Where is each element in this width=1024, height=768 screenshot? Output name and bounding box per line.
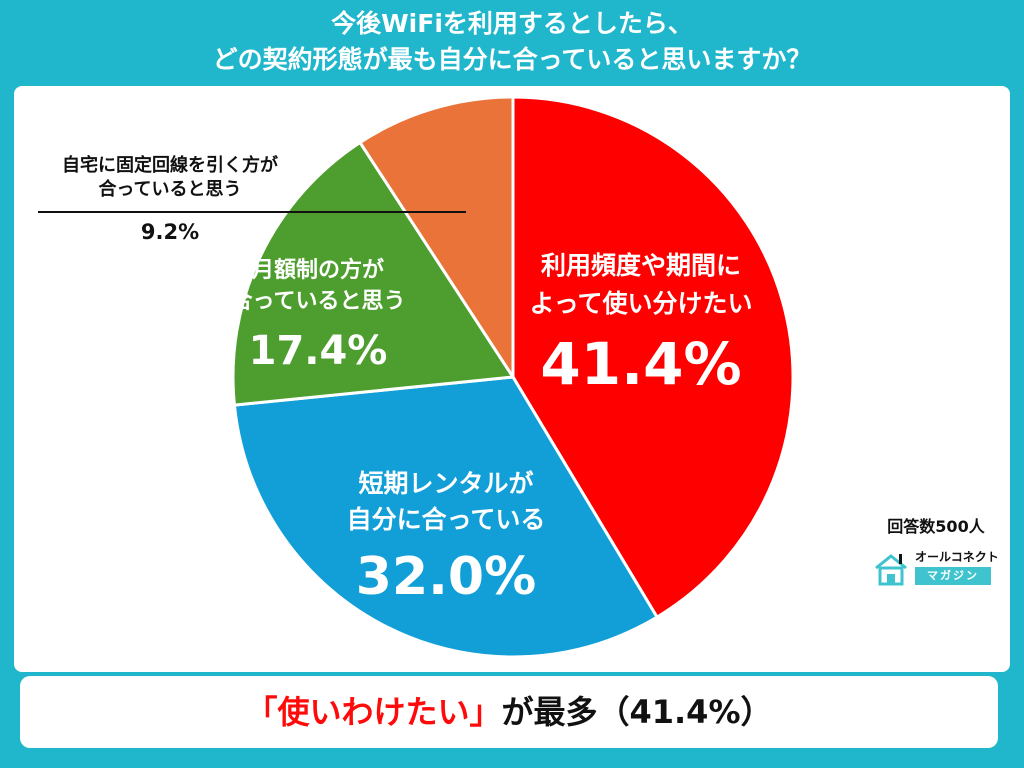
slice-label: 合っていると思う: [98, 178, 241, 200]
pie-slice: [357, 95, 515, 383]
slice-label: 利用頻度や期間に: [541, 251, 741, 280]
slice-label: 合っていると思う: [231, 288, 406, 314]
brand-name: オールコネクト: [915, 550, 999, 564]
pie-slice: [231, 140, 516, 407]
respondent-count: 回答数500人: [887, 517, 985, 536]
slice-percent: 9.2%: [141, 220, 199, 244]
slice-label: 自分に合っている: [347, 505, 546, 534]
title-line-1: 今後WiFiを利用するとしたら、: [331, 9, 693, 38]
slice-percent: 41.4%: [540, 330, 741, 398]
chart-title: 今後WiFiを利用するとしたら、 どの契約形態が最も自分に合っていると思いますか…: [0, 0, 1024, 84]
house-icon: [875, 554, 907, 586]
title-line-2: どの契約形態が最も自分に合っていると思いますか？: [212, 45, 812, 74]
slice-label: よって使い分けたい: [529, 289, 752, 318]
pie-slices: [231, 95, 795, 659]
summary-banner: 「使いわけたい」が最多（41.4%）: [20, 676, 998, 748]
summary-text: が最多（41.4%）: [501, 693, 773, 731]
slice-percent: 17.4%: [249, 328, 388, 374]
slice-label: 自宅に固定回線を引く方が: [62, 154, 278, 176]
brand-logo: オールコネクト マガジン: [873, 548, 999, 588]
slice-label: 短期レンタルが: [358, 469, 533, 498]
pie-slice: [232, 375, 660, 659]
slice-percent: 32.0%: [356, 547, 536, 607]
slice-label: 月額制の方が: [251, 257, 384, 283]
brand-sub: マガジン: [915, 567, 991, 585]
summary-highlight: 「使いわけたい」: [245, 693, 502, 731]
pie-slice: [511, 95, 795, 620]
